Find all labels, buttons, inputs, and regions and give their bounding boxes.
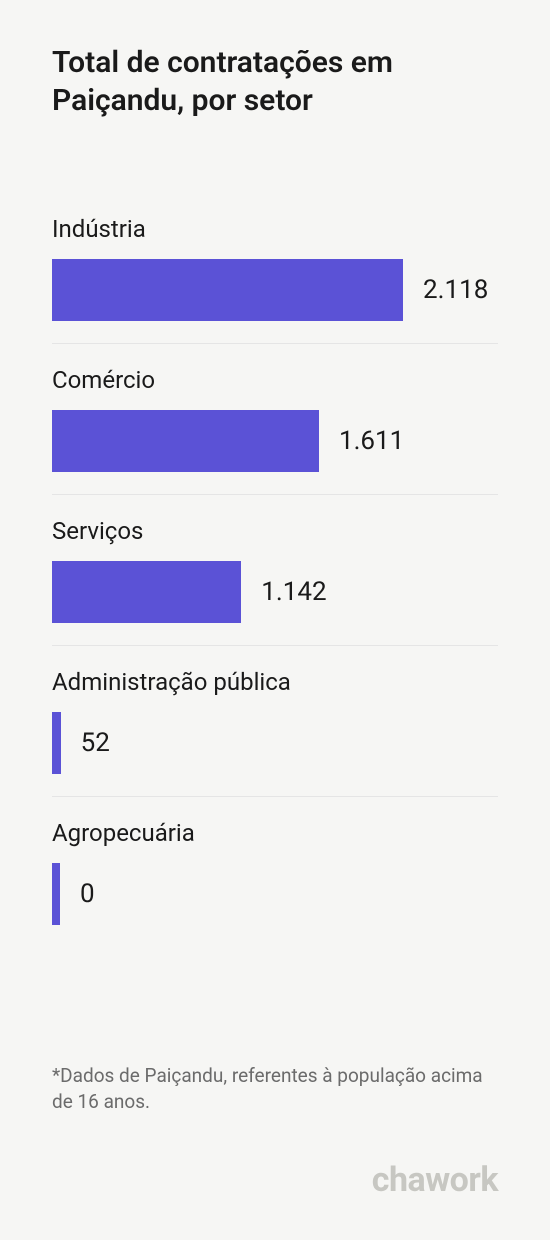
bar-line: 2.118 <box>52 259 498 321</box>
bar-line: 1.611 <box>52 410 498 472</box>
bar-fill <box>52 863 60 925</box>
bar-row: Indústria 2.118 <box>52 215 498 344</box>
bar-value: 1.611 <box>339 426 404 456</box>
bar-fill <box>52 712 61 774</box>
bar-row: Administração pública 52 <box>52 668 498 797</box>
bar-label: Indústria <box>52 215 498 243</box>
bar-fill <box>52 259 403 321</box>
bar-label: Serviços <box>52 517 498 545</box>
chart-card: Total de contratações em Paiçandu, por s… <box>0 0 550 1240</box>
bar-row: Serviços 1.142 <box>52 517 498 646</box>
bar-value: 1.142 <box>261 577 326 607</box>
bar-row: Comércio 1.611 <box>52 366 498 495</box>
bar-value: 0 <box>80 879 95 909</box>
bar-label: Agropecuária <box>52 819 498 847</box>
chart-title: Total de contratações em Paiçandu, por s… <box>52 44 498 119</box>
bar-value: 2.118 <box>423 275 488 305</box>
bar-row: Agropecuária 0 <box>52 819 498 947</box>
bar-fill <box>52 410 319 472</box>
footnote: *Dados de Paiçandu, referentes à populaç… <box>52 1063 498 1116</box>
brand-logo: chawork <box>52 1160 498 1200</box>
bar-fill <box>52 561 241 623</box>
bar-value: 52 <box>81 728 110 758</box>
bar-line: 52 <box>52 712 498 774</box>
bar-line: 0 <box>52 863 498 925</box>
bar-label: Administração pública <box>52 668 498 696</box>
bar-label: Comércio <box>52 366 498 394</box>
bar-line: 1.142 <box>52 561 498 623</box>
bar-rows: Indústria 2.118 Comércio 1.611 Serviços 1.142… <box>52 215 498 1053</box>
